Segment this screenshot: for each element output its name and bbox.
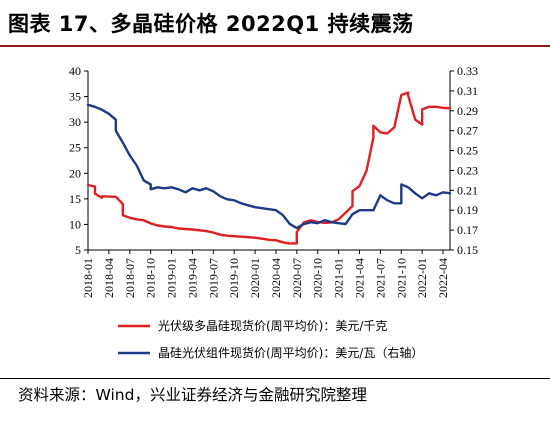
x-tick-label: 2021-10 bbox=[394, 258, 408, 298]
y-left-tick-label: 20 bbox=[69, 166, 81, 180]
x-tick-label: 2021-07 bbox=[373, 258, 387, 298]
legend-label-2: 晶硅光伏组件现货价(周平均价)：美元/瓦（右轴） bbox=[158, 345, 423, 360]
source-note: 资料来源：Wind，兴业证券经济与金融研究院整理 bbox=[18, 386, 367, 404]
series-line-2 bbox=[86, 103, 452, 230]
x-tick-label: 2020-07 bbox=[290, 258, 304, 298]
x-tick-label: 2018-01 bbox=[81, 258, 95, 298]
title-divider bbox=[0, 45, 550, 47]
legend-label-1: 光伏级多晶硅现货价(周平均价)：美元/千克 bbox=[158, 318, 387, 333]
axes: 5 10 15 20 25 30 35 40 0.15 0.17 0.19 0.21 0.23 0.25 0… bbox=[69, 64, 478, 298]
x-tick-label: 2021-04 bbox=[353, 258, 367, 298]
y-right-tick-label: 0.19 bbox=[457, 203, 478, 217]
x-tick-label: 2020-01 bbox=[248, 258, 262, 298]
y-right-tick-label: 0.17 bbox=[457, 223, 478, 237]
title-bar: 图表 17、多晶硅价格 2022Q1 持续震荡 bbox=[0, 0, 550, 47]
x-tick-label: 2019-04 bbox=[185, 258, 199, 298]
x-tick-label: 2019-10 bbox=[227, 258, 241, 298]
legend: 光伏级多晶硅现货价(周平均价)：美元/千克晶硅光伏组件现货价(周平均价)：美元/… bbox=[118, 318, 423, 360]
y-left-tick-label: 15 bbox=[69, 192, 81, 206]
x-tick-label: 2018-10 bbox=[144, 258, 158, 298]
x-tick-label: 2019-01 bbox=[165, 258, 179, 298]
series-lines bbox=[86, 91, 452, 245]
source-divider bbox=[0, 378, 550, 379]
chart-title: 图表 17、多晶硅价格 2022Q1 持续震荡 bbox=[8, 12, 414, 36]
y-left-tick-label: 30 bbox=[69, 115, 81, 129]
y-right-tick-label: 0.23 bbox=[457, 163, 478, 177]
y-left-tick-label: 40 bbox=[69, 64, 81, 78]
y-left-tick-label: 35 bbox=[69, 90, 81, 104]
y-right-tick-label: 0.33 bbox=[457, 64, 478, 78]
chart-area: 5 10 15 20 25 30 35 40 0.15 0.17 0.19 0.21 0.23 0.25 0… bbox=[69, 64, 478, 360]
y-right-tick-label: 0.29 bbox=[457, 104, 478, 118]
y-left-tick-label: 10 bbox=[69, 217, 81, 231]
x-tick-label: 2022-04 bbox=[436, 258, 450, 298]
x-tick-label: 2021-01 bbox=[332, 258, 346, 298]
y-left-tick-label: 5 bbox=[75, 243, 81, 257]
x-tick-label: 2018-07 bbox=[123, 258, 137, 298]
x-tick-label: 2018-04 bbox=[102, 258, 116, 298]
y-left-tick-label: 25 bbox=[69, 141, 81, 155]
y-right-tick-label: 0.25 bbox=[457, 144, 478, 158]
x-tick-label: 2020-10 bbox=[311, 258, 325, 298]
x-tick-label: 2022-01 bbox=[415, 258, 429, 298]
y-right-tick-label: 0.27 bbox=[457, 124, 478, 138]
x-tick-label: 2019-07 bbox=[206, 258, 220, 298]
y-right-tick-label: 0.31 bbox=[457, 84, 478, 98]
y-right-tick-label: 0.15 bbox=[457, 243, 478, 257]
series-line-1 bbox=[86, 91, 452, 245]
y-right-tick-label: 0.21 bbox=[457, 183, 478, 197]
x-tick-label: 2020-04 bbox=[269, 258, 283, 298]
